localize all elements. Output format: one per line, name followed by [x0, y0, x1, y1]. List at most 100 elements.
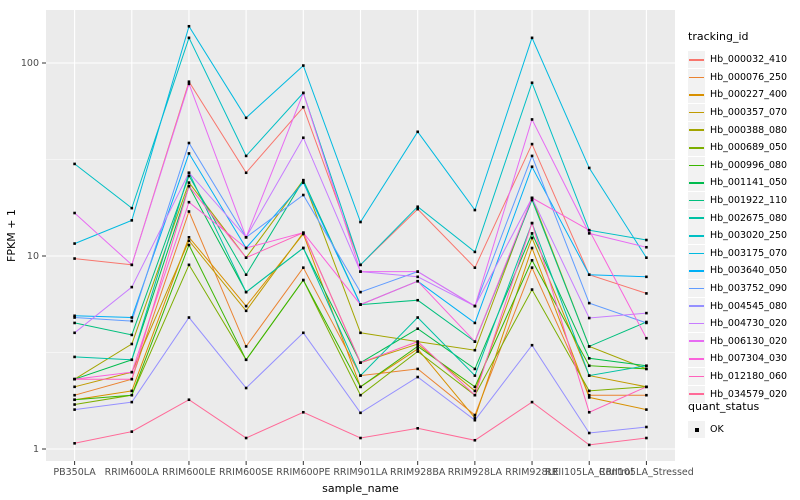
- data-point: [587, 396, 591, 399]
- data-point: [302, 266, 305, 269]
- data-point: [244, 116, 248, 120]
- data-point: [302, 181, 305, 184]
- data-point: [130, 430, 134, 433]
- legend-item: Hb_002675_080: [688, 209, 800, 227]
- data-point: [302, 105, 305, 109]
- data-point: [530, 196, 534, 200]
- data-point: [473, 367, 477, 371]
- legend-item: Hb_000357_070: [688, 104, 800, 122]
- legend-label: Hb_001141_050: [710, 177, 788, 189]
- data-point: [130, 393, 134, 397]
- legend-label: Hb_003020_250: [710, 230, 788, 242]
- x-axis-title: sample_name: [322, 482, 399, 495]
- data-point: [187, 82, 191, 86]
- data-point: [530, 288, 534, 291]
- x-tick-label: RRIM600SE: [219, 467, 273, 478]
- legend-label: Hb_004730_020: [710, 318, 788, 330]
- legend-key-line-icon: [688, 244, 705, 262]
- x-tick-label: RRII105LA_Control: [545, 467, 633, 478]
- legend-key-line-icon: [688, 51, 705, 69]
- legend-item: Hb_003752_090: [688, 280, 800, 298]
- data-point: [359, 411, 362, 415]
- data-point: [416, 345, 419, 348]
- data-point: [359, 303, 362, 306]
- legend-label: Hb_004545_080: [710, 300, 788, 312]
- data-point: [416, 427, 419, 430]
- data-point: [530, 142, 534, 146]
- data-point: [530, 266, 534, 269]
- data-point: [587, 389, 591, 393]
- data-point: [473, 374, 477, 377]
- data-point: [244, 235, 248, 239]
- data-point: [416, 340, 419, 343]
- data-point: [473, 266, 477, 269]
- data-point: [187, 210, 191, 213]
- data-point: [73, 385, 76, 389]
- data-point: [244, 246, 248, 250]
- data-point: [587, 443, 591, 447]
- data-point: [302, 231, 305, 235]
- data-point: [473, 385, 477, 389]
- data-point: [302, 136, 305, 140]
- data-point: [416, 342, 419, 346]
- legend-key-line-icon: [688, 104, 705, 122]
- legend-item: Hb_012180_060: [688, 367, 800, 386]
- data-point: [130, 389, 134, 393]
- data-point: [359, 361, 362, 364]
- data-point: [473, 250, 477, 254]
- data-point: [645, 321, 648, 325]
- data-point: [187, 80, 191, 84]
- data-point: [130, 333, 134, 337]
- data-point: [645, 336, 648, 340]
- data-point: [302, 410, 305, 414]
- legend-key-line-icon: [688, 227, 705, 245]
- legend-key-line-icon: [688, 350, 705, 368]
- data-point: [73, 355, 76, 359]
- legend-label: Hb_034579_020: [710, 388, 788, 400]
- data-point: [587, 228, 591, 232]
- legend-item: Hb_001141_050: [688, 174, 800, 192]
- data-point: [73, 321, 76, 325]
- data-point: [130, 206, 134, 210]
- data-point: [359, 385, 362, 389]
- x-tick-label: RRIM928LA: [448, 467, 503, 478]
- data-point: [530, 221, 534, 225]
- data-point: [416, 327, 419, 331]
- legend-key-line-icon: [688, 262, 705, 280]
- data-point: [130, 370, 134, 374]
- legend-label: Hb_000996_080: [710, 159, 788, 171]
- legend-quant-status: quant_status OK: [688, 400, 800, 439]
- legend-item: Hb_004730_020: [688, 315, 800, 333]
- legend-key-line-icon: [688, 209, 705, 227]
- data-point: [473, 393, 477, 397]
- data-point: [416, 316, 419, 319]
- data-point: [645, 436, 648, 440]
- data-point: [244, 154, 248, 158]
- legend-item: Hb_006130_020: [688, 332, 800, 351]
- legend-key-line-icon: [688, 280, 705, 298]
- x-tick-label: RRIM600LE: [162, 467, 216, 478]
- data-point: [244, 386, 248, 390]
- data-point: [187, 141, 191, 145]
- data-point: [587, 357, 591, 360]
- y-tick-label: 100: [21, 58, 39, 69]
- legend-item: Hb_000076_250: [688, 68, 800, 87]
- data-point: [302, 278, 305, 282]
- data-point: [416, 279, 419, 283]
- legend-label: Hb_000689_050: [710, 142, 788, 154]
- data-point: [187, 235, 191, 239]
- data-point: [645, 364, 648, 368]
- data-point: [73, 257, 76, 260]
- legend-key-line-icon: [688, 385, 705, 403]
- data-point: [187, 239, 191, 243]
- data-point: [645, 393, 648, 397]
- data-point: [473, 413, 477, 417]
- data-point: [187, 24, 191, 28]
- legend2-title: quant_status: [688, 400, 760, 413]
- data-point: [73, 403, 76, 406]
- legend-item: Hb_004545_080: [688, 297, 800, 315]
- x-tick-label: RRIM901LA: [333, 467, 388, 478]
- legend-label: Hb_006130_020: [710, 335, 788, 347]
- data-point: [587, 410, 591, 414]
- data-point: [187, 174, 191, 178]
